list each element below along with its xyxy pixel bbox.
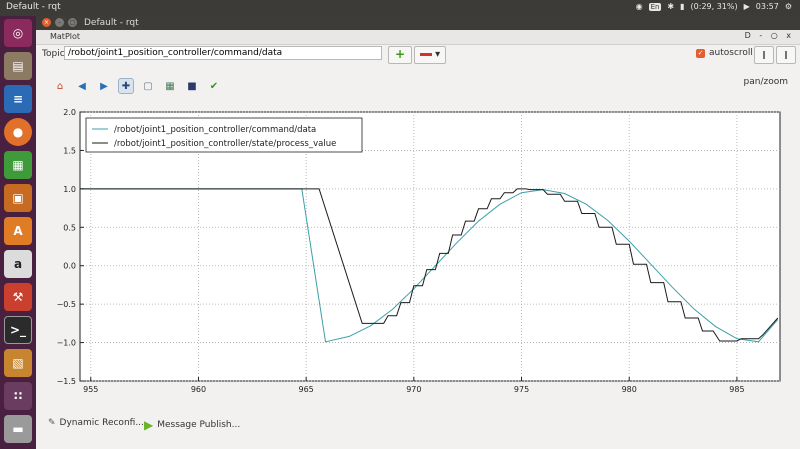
- x-tick-label: 960: [191, 385, 206, 394]
- power-icon[interactable]: ⚙: [784, 2, 792, 11]
- bluetooth-icon[interactable]: ✱: [667, 2, 675, 11]
- impress-icon[interactable]: ▣: [4, 184, 32, 212]
- y-tick-label: 1.5: [63, 146, 76, 155]
- close-icon[interactable]: ×: [42, 18, 51, 27]
- dock-header: MatPlot D - ○ x: [36, 30, 800, 45]
- drive-icon[interactable]: ▬: [4, 415, 32, 443]
- system-top-bar: Default - rqt ◉ En ✱ ▮ (0:29, 31%) ▶ 03:…: [0, 0, 800, 16]
- back-icon[interactable]: ◀: [78, 80, 86, 92]
- amazon-icon[interactable]: a: [4, 250, 32, 278]
- plugin-bar: ✎ Dynamic Reconfi... ▶ Message Publish..…: [36, 412, 800, 436]
- configure-icon[interactable]: ▦: [165, 80, 175, 92]
- home-icon[interactable]: ⌂: [56, 80, 64, 92]
- system-title: Default - rqt: [6, 2, 61, 12]
- autoscroll-toggle[interactable]: ✓ autoscroll: [696, 48, 753, 58]
- dock-controls[interactable]: D - ○ x: [744, 31, 794, 40]
- y-tick-label: 2.0: [63, 108, 76, 117]
- plot-canvas[interactable]: 955 960 965 970 975 980 985 2.0 1.5 1.0 0.5 0.0 −0.5…: [36, 104, 800, 404]
- legend-entry: /robot/joint1_position_controller/state/…: [114, 139, 336, 149]
- ubuntu-icon[interactable]: ◎: [4, 19, 32, 47]
- x-tick-label: 965: [299, 385, 314, 394]
- plugin-label: Dynamic Reconfi...: [59, 418, 144, 428]
- settings-icon[interactable]: ⚒: [4, 283, 32, 311]
- files-icon[interactable]: ▤: [4, 52, 32, 80]
- dynamic-reconfigure-tab[interactable]: ✎ Dynamic Reconfi...: [48, 418, 144, 428]
- plot-area[interactable]: 955 960 965 970 975 980 985 2.0 1.5 1.0 0.5 0.0 −0.5…: [36, 104, 800, 404]
- pause-button[interactable]: ‖: [754, 46, 774, 64]
- calc-icon[interactable]: ▦: [4, 151, 32, 179]
- keyboard-layout[interactable]: En: [648, 2, 662, 11]
- minus-icon: [419, 52, 432, 56]
- software-icon[interactable]: A: [4, 217, 32, 245]
- writer-icon[interactable]: ≡: [4, 85, 32, 113]
- series-line-1: [80, 188, 779, 343]
- window-title: Default - rqt: [84, 18, 139, 28]
- topic-label: Topic: [42, 49, 65, 59]
- y-tick-label: 0.5: [63, 223, 76, 232]
- y-tick-label: −1.5: [57, 377, 76, 386]
- y-tick-label: −1.0: [57, 339, 76, 348]
- terminal-icon[interactable]: >_: [4, 316, 32, 344]
- x-tick-label: 975: [514, 385, 529, 394]
- save-icon[interactable]: ■: [187, 80, 197, 92]
- clear-button[interactable]: ‖: [776, 46, 796, 64]
- edit-icon[interactable]: ✔: [209, 80, 219, 92]
- checkbox-checked-icon[interactable]: ✓: [696, 48, 705, 58]
- topic-input[interactable]: [64, 46, 382, 60]
- wrench-icon: ✎: [48, 418, 56, 428]
- apps-grid-icon[interactable]: ∷: [4, 382, 32, 410]
- y-tick-label: 1.0: [63, 185, 76, 194]
- zoom-icon[interactable]: ▢: [143, 80, 153, 92]
- clock[interactable]: 03:57: [755, 2, 779, 11]
- remove-topic-button[interactable]: ▾: [414, 46, 446, 64]
- x-tick-label: 970: [406, 385, 421, 394]
- legend-box: [85, 117, 363, 153]
- series-line-2: [80, 188, 779, 342]
- legend-entry: /robot/joint1_position_controller/comman…: [114, 125, 316, 135]
- plugin-label: Message Publish...: [157, 420, 241, 430]
- dropdown-caret-icon: ▾: [435, 49, 441, 60]
- y-tick-label: −0.5: [57, 300, 76, 309]
- autoscroll-label: autoscroll: [709, 48, 753, 58]
- window-controls: × – □: [42, 18, 77, 27]
- minimize-icon[interactable]: –: [55, 18, 64, 27]
- launcher: ◎ ▤ ≡ ● ▦ ▣ A a ⚒ >_ ▧ ∷ ▬: [0, 16, 36, 449]
- volume-icon[interactable]: ▶: [743, 2, 750, 11]
- firefox-icon[interactable]: ●: [4, 118, 32, 146]
- wifi-icon[interactable]: ◉: [635, 2, 643, 11]
- plot-frame: [79, 111, 781, 382]
- plot-toolbar: ⌂ ◀ ▶ ✚ ▢ ▦ ■ ✔: [52, 78, 222, 94]
- pan-icon[interactable]: ✚: [118, 78, 134, 94]
- topic-row: Topic + ▾ ✓ autoscroll ‖ ‖: [36, 44, 800, 64]
- dock-label: MatPlot: [50, 32, 81, 41]
- vertical-scrollbar[interactable]: [787, 60, 795, 400]
- maximize-icon[interactable]: □: [68, 18, 77, 27]
- x-tick-label: 980: [622, 385, 637, 394]
- forward-icon[interactable]: ▶: [100, 80, 108, 92]
- battery-icon[interactable]: ▮: [680, 2, 685, 11]
- mode-label: pan/zoom: [743, 77, 788, 87]
- system-tray: ◉ En ✱ ▮ (0:29, 31%) ▶ 03:57 ⚙: [636, 2, 792, 11]
- message-publisher-tab[interactable]: ▶ Message Publish...: [144, 418, 240, 432]
- rviz-icon[interactable]: ▧: [4, 349, 32, 377]
- battery-status: (0:29, 31%): [690, 2, 738, 11]
- x-tick-label: 955: [83, 385, 98, 394]
- y-tick-label: 0.0: [63, 262, 76, 271]
- add-topic-button[interactable]: +: [388, 46, 412, 64]
- x-tick-label: 985: [729, 385, 744, 394]
- play-icon: ▶: [144, 418, 154, 432]
- window-title-bar: × – □ Default - rqt: [36, 16, 800, 30]
